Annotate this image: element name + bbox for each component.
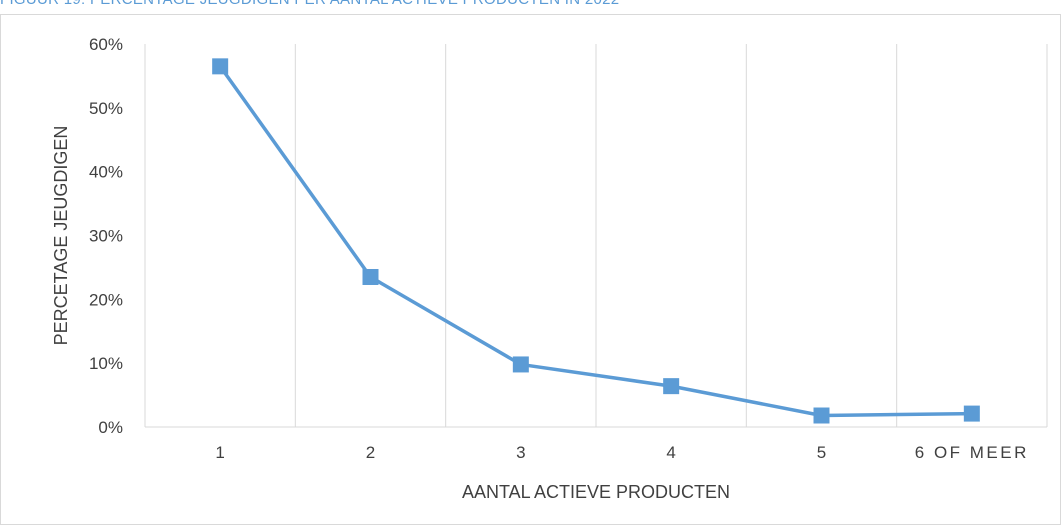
y-tick-label: 60% xyxy=(89,35,123,54)
data-point-marker xyxy=(963,405,980,422)
y-tick-label: 40% xyxy=(89,163,123,182)
data-point-marker xyxy=(663,378,680,395)
x-tick-labels: 1 2 3 4 5 6 OF MEER xyxy=(215,443,1029,462)
grid-lines xyxy=(144,44,1048,427)
x-tick-label: 6 OF MEER xyxy=(915,443,1029,462)
series-polyline xyxy=(218,65,972,418)
x-tick-label: 3 xyxy=(516,443,525,462)
y-tick-labels: 0% 10% 20% 30% 40% 50% 60% xyxy=(89,35,123,437)
y-tick-label: 30% xyxy=(89,227,123,246)
y-tick-label: 0% xyxy=(98,418,123,437)
chart-frame xyxy=(0,14,1061,525)
data-point-marker xyxy=(362,268,379,285)
series-line xyxy=(218,65,972,418)
x-tick-label: 2 xyxy=(366,443,375,462)
data-point-marker xyxy=(512,356,529,373)
y-tick-label: 10% xyxy=(89,354,123,373)
data-point-marker xyxy=(813,407,830,424)
x-axis-title: AANTAL ACTIEVE PRODUCTEN xyxy=(462,482,730,502)
y-tick-label: 20% xyxy=(89,290,123,309)
x-tick-label: 4 xyxy=(666,443,675,462)
figure-caption: FIGUUR 19: PERCENTAGE JEUGDIGEN PER AANT… xyxy=(0,0,619,8)
series-markers xyxy=(212,58,980,424)
y-tick-label: 50% xyxy=(89,99,123,118)
x-tick-label: 1 xyxy=(215,443,224,462)
y-axis-title: PERCETAGE JEUGDIGEN xyxy=(51,126,71,346)
x-tick-label: 5 xyxy=(817,443,826,462)
data-point-marker xyxy=(212,58,229,75)
